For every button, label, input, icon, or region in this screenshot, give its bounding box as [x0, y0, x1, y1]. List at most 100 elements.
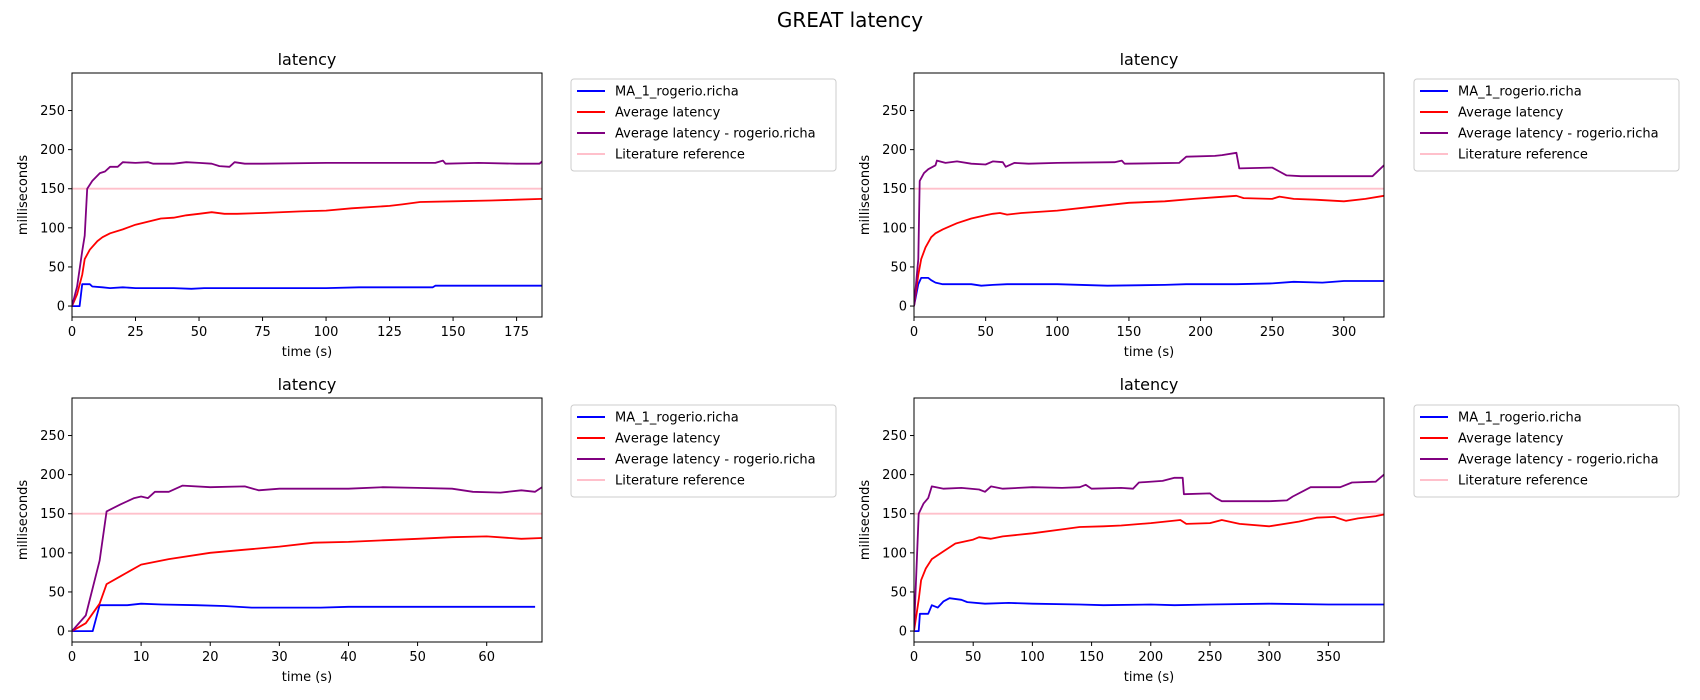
series-line-3 [72, 159, 542, 307]
legend: MA_1_rogerio.richa Average latency Average… [1413, 78, 1680, 172]
subplot-1: 0 25 50 75 100 125 150 175 0 50 100 150 200 250 latenc… [16, 50, 837, 360]
axes-frame [913, 72, 1385, 318]
x-tick-label: 75 [254, 325, 271, 340]
y-tick-label: 0 [899, 625, 907, 640]
x-axis-label: time (s) [1124, 670, 1174, 685]
x-tick-label: 0 [910, 325, 918, 340]
legend-label-1: MA_1_rogerio.richa [1458, 85, 1582, 100]
y-tick-label: 50 [890, 260, 907, 275]
x-tick-label: 350 [1316, 650, 1341, 665]
x-tick-label: 60 [478, 650, 495, 665]
x-tick-label: 30 [271, 650, 288, 665]
y-tick-label: 200 [40, 468, 65, 483]
x-tick-label: 50 [191, 325, 208, 340]
series-line-1 [914, 277, 1384, 307]
legend: MA_1_rogerio.richa Average latency Average… [570, 404, 837, 498]
legend-box [1413, 78, 1680, 172]
series-line-3 [914, 151, 1384, 307]
legend: MA_1_rogerio.richa Average latency Average… [1413, 404, 1680, 498]
series-line-2 [72, 535, 542, 632]
y-tick-label: 200 [882, 468, 907, 483]
x-tick-label: 250 [1198, 650, 1223, 665]
series-line-1 [914, 597, 1384, 632]
x-tick-label: 300 [1257, 650, 1282, 665]
legend-label-3: Average latency - rogerio.richa [1458, 127, 1659, 142]
x-tick-label: 250 [1260, 325, 1285, 340]
y-tick-label: 200 [40, 143, 65, 158]
y-tick-label: 150 [882, 507, 907, 522]
x-tick-label: 100 [1045, 325, 1070, 340]
y-tick-label: 250 [882, 104, 907, 119]
x-tick-label: 10 [133, 650, 150, 665]
y-tick-label: 100 [40, 546, 65, 561]
legend-box [1413, 404, 1680, 498]
axes-frame [71, 397, 543, 643]
x-tick-label: 125 [377, 325, 402, 340]
y-tick-label: 250 [40, 429, 65, 444]
legend-label-4: Literature reference [1458, 474, 1588, 489]
x-tick-label: 50 [409, 650, 426, 665]
subplot-title: latency [1120, 375, 1179, 394]
x-tick-label: 200 [1138, 650, 1163, 665]
subplot-title: latency [1120, 50, 1179, 69]
y-tick-label: 100 [882, 546, 907, 561]
axes-frame [71, 72, 543, 318]
legend-label-3: Average latency - rogerio.richa [615, 453, 816, 468]
x-tick-label: 300 [1331, 325, 1356, 340]
series-line-1 [72, 602, 536, 632]
legend-label-1: MA_1_rogerio.richa [615, 411, 739, 426]
legend-box [570, 404, 837, 498]
legend-label-4: Literature reference [615, 148, 745, 163]
x-tick-label: 0 [68, 325, 76, 340]
x-tick-label: 25 [127, 325, 144, 340]
legend-box [570, 78, 837, 172]
series-line-3 [914, 473, 1384, 632]
subplot-3: 0 10 20 30 40 50 60 0 50 100 150 200 250 latency time … [16, 375, 837, 685]
y-tick-label: 200 [882, 143, 907, 158]
x-tick-label: 175 [504, 325, 529, 340]
x-tick-label: 50 [977, 325, 994, 340]
y-tick-label: 0 [57, 300, 65, 315]
x-tick-label: 0 [68, 650, 76, 665]
subplot-2: 0 50 100 150 200 250 300 0 50 100 150 200 250 latency… [858, 50, 1680, 360]
x-axis-label: time (s) [282, 670, 332, 685]
legend-label-4: Literature reference [615, 474, 745, 489]
series-line-3 [72, 484, 542, 632]
legend-label-2: Average latency [615, 432, 721, 447]
x-axis-label: time (s) [1124, 345, 1174, 360]
x-tick-label: 0 [910, 650, 918, 665]
x-tick-label: 150 [441, 325, 466, 340]
legend-label-2: Average latency [1458, 106, 1564, 121]
y-tick-label: 100 [882, 221, 907, 236]
x-tick-label: 150 [1117, 325, 1142, 340]
y-tick-label: 100 [40, 221, 65, 236]
y-axis-label: milliseconds [16, 155, 31, 235]
series-line-1 [72, 283, 542, 307]
y-tick-label: 250 [882, 429, 907, 444]
x-tick-label: 150 [1079, 650, 1104, 665]
legend-label-2: Average latency [615, 106, 721, 121]
y-axis-label: milliseconds [858, 480, 873, 560]
y-tick-label: 0 [899, 300, 907, 315]
subplot-title: latency [278, 375, 337, 394]
figure-title: GREAT latency [776, 8, 924, 32]
legend-label-1: MA_1_rogerio.richa [615, 85, 739, 100]
y-tick-label: 50 [48, 585, 65, 600]
x-tick-label: 20 [202, 650, 219, 665]
series-line-2 [72, 198, 542, 307]
legend-label-4: Literature reference [1458, 148, 1588, 163]
legend-label-2: Average latency [1458, 432, 1564, 447]
x-tick-label: 100 [314, 325, 339, 340]
y-axis-label: milliseconds [858, 155, 873, 235]
x-tick-label: 50 [965, 650, 982, 665]
series-line-2 [914, 513, 1384, 632]
x-axis-label: time (s) [282, 345, 332, 360]
series-line-2 [914, 194, 1384, 307]
legend-label-3: Average latency - rogerio.richa [1458, 453, 1659, 468]
y-tick-label: 150 [882, 182, 907, 197]
subplot-title: latency [278, 50, 337, 69]
y-tick-label: 0 [57, 625, 65, 640]
y-tick-label: 150 [40, 182, 65, 197]
